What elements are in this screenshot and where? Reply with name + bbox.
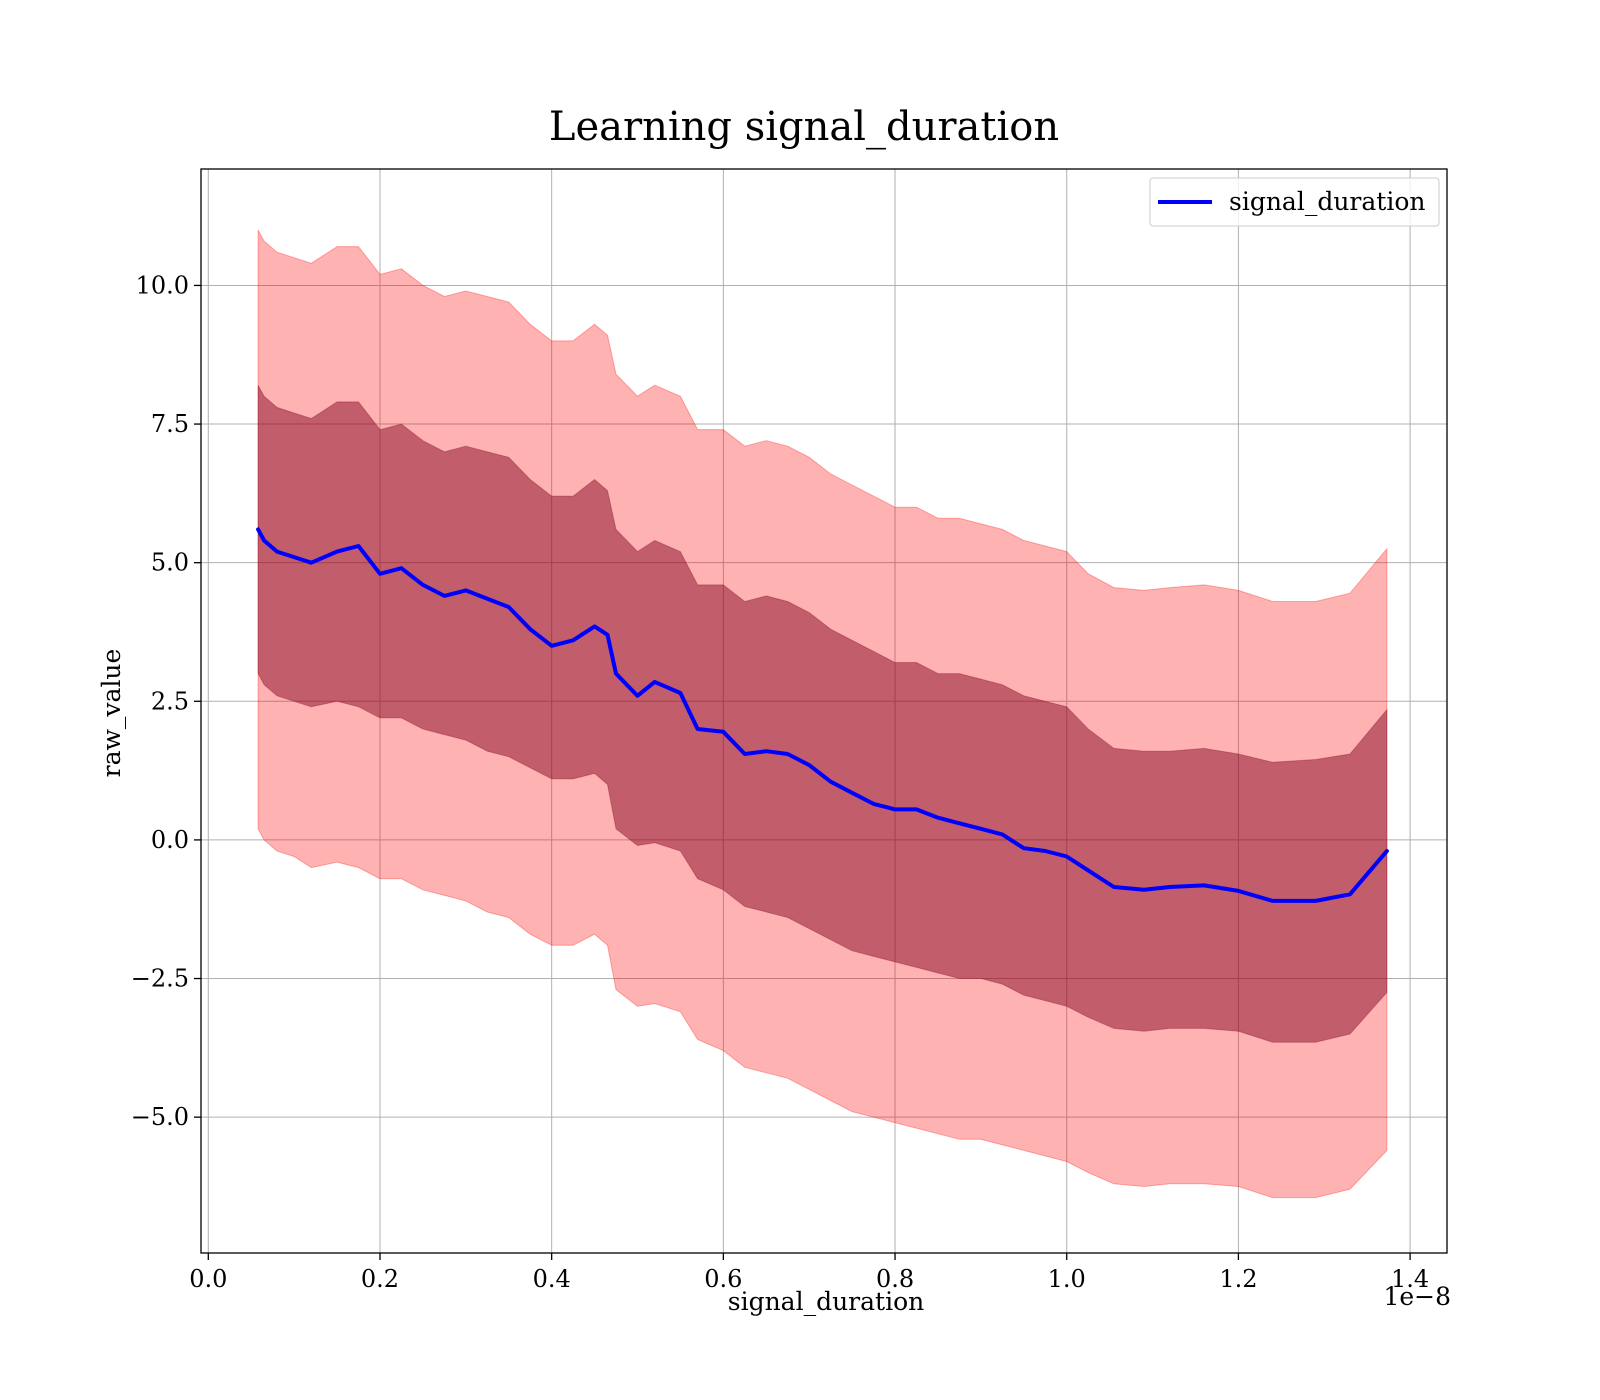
x-tick-label: 1.0	[1048, 1265, 1086, 1293]
x-tick-label: 0.6	[704, 1265, 742, 1293]
confidence-band-outer	[257, 229, 1388, 1199]
x-tick-label: 0.2	[361, 1265, 399, 1293]
x-axis-label: signal_duration	[728, 1287, 924, 1316]
x-axis-offset-text: 1e−8	[1383, 1282, 1451, 1311]
x-tick-label: 1.4	[1391, 1265, 1429, 1293]
legend-entry-label: signal_duration	[1229, 187, 1425, 216]
plot-area: 0.0 0.2 0.4 0.6 0.8 1.0 1.2 1.4 −5.0 −2.5 0.0 2.5 5.…	[131, 168, 1448, 1293]
y-tick-label: 7.5	[151, 410, 189, 438]
confidence-band-middle	[257, 384, 1388, 1043]
x-tick-label: 1.2	[1219, 1265, 1257, 1293]
y-tick-label: 0.0	[151, 826, 189, 854]
y-tick-label: 10.0	[136, 271, 189, 299]
series-line-signal-duration	[256, 527, 1389, 903]
x-tick-label: 0.4	[533, 1265, 571, 1293]
y-tick-label: −5.0	[131, 1103, 189, 1131]
confidence-band-inner	[258, 385, 1387, 1043]
y-axis-label: raw_value	[97, 649, 126, 778]
y-tick-label: −2.5	[131, 965, 189, 993]
legend: signal_duration	[1149, 177, 1440, 227]
legend-frame	[1149, 177, 1440, 227]
axes-frame	[200, 168, 1448, 1254]
x-tick-label: 0.8	[876, 1265, 914, 1293]
x-tick-label: 0.0	[189, 1265, 227, 1293]
y-tick-label: 2.5	[151, 687, 189, 715]
chart-title: Learning signal_duration	[549, 104, 1059, 150]
y-tick-label: 5.0	[151, 549, 189, 577]
